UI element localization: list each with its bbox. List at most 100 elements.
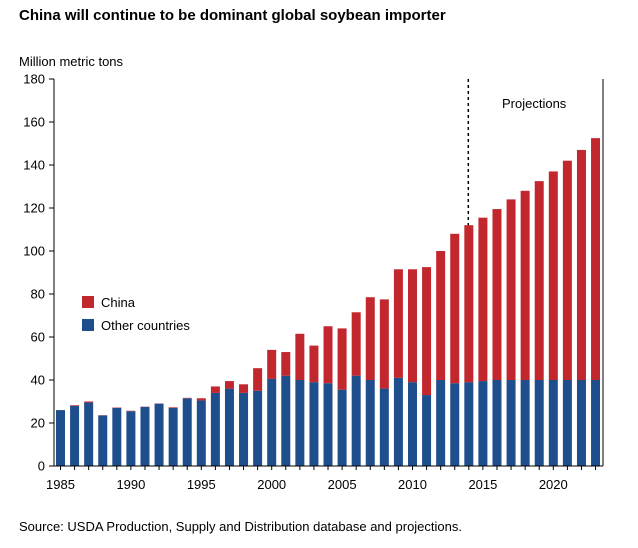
bar-group bbox=[56, 138, 601, 466]
bar-china-2010 bbox=[408, 269, 417, 383]
bar-china-2018 bbox=[520, 190, 530, 380]
bar-china-2019 bbox=[534, 181, 544, 380]
bar-china-2017 bbox=[506, 199, 516, 380]
bar-other-1987 bbox=[84, 402, 94, 466]
legend-swatch-other-countries bbox=[82, 319, 94, 331]
bar-other-2001 bbox=[281, 375, 291, 466]
bar-other-2019 bbox=[534, 380, 544, 466]
bar-china-1997 bbox=[224, 381, 234, 389]
bar-china-2011 bbox=[422, 267, 432, 396]
bar-china-2000 bbox=[267, 349, 277, 379]
bar-china-1999 bbox=[253, 368, 263, 391]
bar-china-2007 bbox=[365, 297, 375, 380]
bar-china-2013 bbox=[450, 233, 460, 384]
source-note: Source: USDA Production, Supply and Dist… bbox=[19, 519, 462, 534]
bar-other-1990 bbox=[126, 411, 136, 466]
bar-china-2021 bbox=[562, 160, 572, 380]
projection-annotation: Projections bbox=[467, 79, 567, 226]
x-tick-label-2000: 2000 bbox=[257, 477, 286, 492]
bar-other-2023 bbox=[591, 380, 601, 466]
bar-china-2008 bbox=[379, 299, 389, 389]
bar-other-1996 bbox=[210, 392, 220, 466]
bar-other-1994 bbox=[182, 398, 192, 466]
bar-china-2006 bbox=[351, 312, 361, 376]
bar-china-1986 bbox=[70, 405, 80, 406]
bar-china-2001 bbox=[281, 352, 291, 376]
bar-china-2009 bbox=[393, 269, 403, 378]
legend-swatch-china bbox=[82, 296, 94, 308]
bar-other-2004 bbox=[323, 383, 333, 466]
bar-china-2023 bbox=[591, 138, 601, 380]
bar-other-1995 bbox=[196, 400, 206, 466]
x-tick-label-2020: 2020 bbox=[539, 477, 568, 492]
bar-other-1997 bbox=[224, 388, 234, 466]
y-tick-label-40: 40 bbox=[31, 373, 45, 388]
legend-label-china: China bbox=[101, 295, 136, 310]
legend-label-other-countries: Other countries bbox=[101, 318, 190, 333]
bar-other-1991 bbox=[140, 406, 150, 466]
y-tick-label-80: 80 bbox=[31, 287, 45, 302]
bar-other-2018 bbox=[520, 380, 530, 466]
chart-title: China will continue to be dominant globa… bbox=[19, 7, 446, 24]
bar-china-1998 bbox=[239, 384, 249, 393]
y-tick-label-20: 20 bbox=[31, 416, 45, 431]
bar-other-2002 bbox=[295, 380, 305, 466]
bar-other-2017 bbox=[506, 380, 516, 466]
projection-label: Projections bbox=[502, 96, 567, 111]
bar-other-2008 bbox=[379, 388, 389, 466]
bar-other-2020 bbox=[548, 380, 558, 466]
y-tick-label-100: 100 bbox=[23, 244, 45, 259]
bar-other-1992 bbox=[154, 403, 164, 466]
bar-china-2020 bbox=[548, 171, 558, 380]
bar-other-2016 bbox=[492, 380, 502, 466]
bar-other-2000 bbox=[267, 378, 277, 466]
bar-other-1988 bbox=[98, 415, 108, 466]
bar-other-2014 bbox=[464, 382, 474, 466]
bar-other-2011 bbox=[422, 395, 432, 466]
bar-china-2014 bbox=[464, 225, 474, 383]
bar-other-1993 bbox=[168, 407, 178, 466]
bar-china-2003 bbox=[309, 345, 319, 383]
x-tick-label-1985: 1985 bbox=[46, 477, 75, 492]
bar-china-1995 bbox=[196, 398, 206, 401]
bar-other-1989 bbox=[112, 407, 122, 466]
bar-other-1985 bbox=[56, 410, 65, 466]
bar-other-2005 bbox=[337, 389, 347, 466]
bar-china-1987 bbox=[84, 401, 94, 403]
bar-china-2004 bbox=[323, 326, 333, 384]
bar-other-2022 bbox=[576, 380, 586, 466]
bar-other-1986 bbox=[70, 405, 80, 466]
bar-other-1998 bbox=[239, 392, 249, 466]
y-tick-label-180: 180 bbox=[23, 72, 45, 87]
bar-china-2002 bbox=[295, 333, 305, 380]
y-tick-label-120: 120 bbox=[23, 201, 45, 216]
y-tick-label-60: 60 bbox=[31, 330, 45, 345]
bar-other-2009 bbox=[393, 377, 403, 466]
legend: China Other countries bbox=[82, 295, 190, 333]
bar-other-2013 bbox=[450, 383, 460, 466]
bar-other-1999 bbox=[253, 390, 263, 466]
bar-other-2012 bbox=[436, 380, 446, 466]
bar-other-2021 bbox=[562, 380, 572, 466]
bar-china-2015 bbox=[478, 217, 488, 382]
bar-other-2007 bbox=[365, 380, 375, 466]
bar-china-2005 bbox=[337, 328, 347, 390]
bar-china-2012 bbox=[436, 251, 446, 380]
x-tick-label-1990: 1990 bbox=[116, 477, 145, 492]
x-tick-label-2015: 2015 bbox=[468, 477, 497, 492]
bar-china-2016 bbox=[492, 209, 502, 380]
bar-other-2006 bbox=[351, 375, 361, 466]
bar-china-1993 bbox=[168, 407, 178, 408]
x-tick-label-1995: 1995 bbox=[187, 477, 216, 492]
bar-china-1996 bbox=[210, 386, 220, 393]
bar-china-2022 bbox=[576, 149, 586, 380]
y-tick-label-160: 160 bbox=[23, 115, 45, 130]
x-tick-label-2005: 2005 bbox=[328, 477, 357, 492]
bar-other-2010 bbox=[408, 382, 417, 466]
y-tick-label-0: 0 bbox=[38, 459, 45, 474]
y-tick-label-140: 140 bbox=[23, 158, 45, 173]
y-axis-label: Million metric tons bbox=[19, 54, 124, 69]
x-tick-label-2010: 2010 bbox=[398, 477, 427, 492]
axes: 0 20 40 60 80 100 120 140 160 180 1985 1990 1995 2000… bbox=[23, 72, 604, 492]
